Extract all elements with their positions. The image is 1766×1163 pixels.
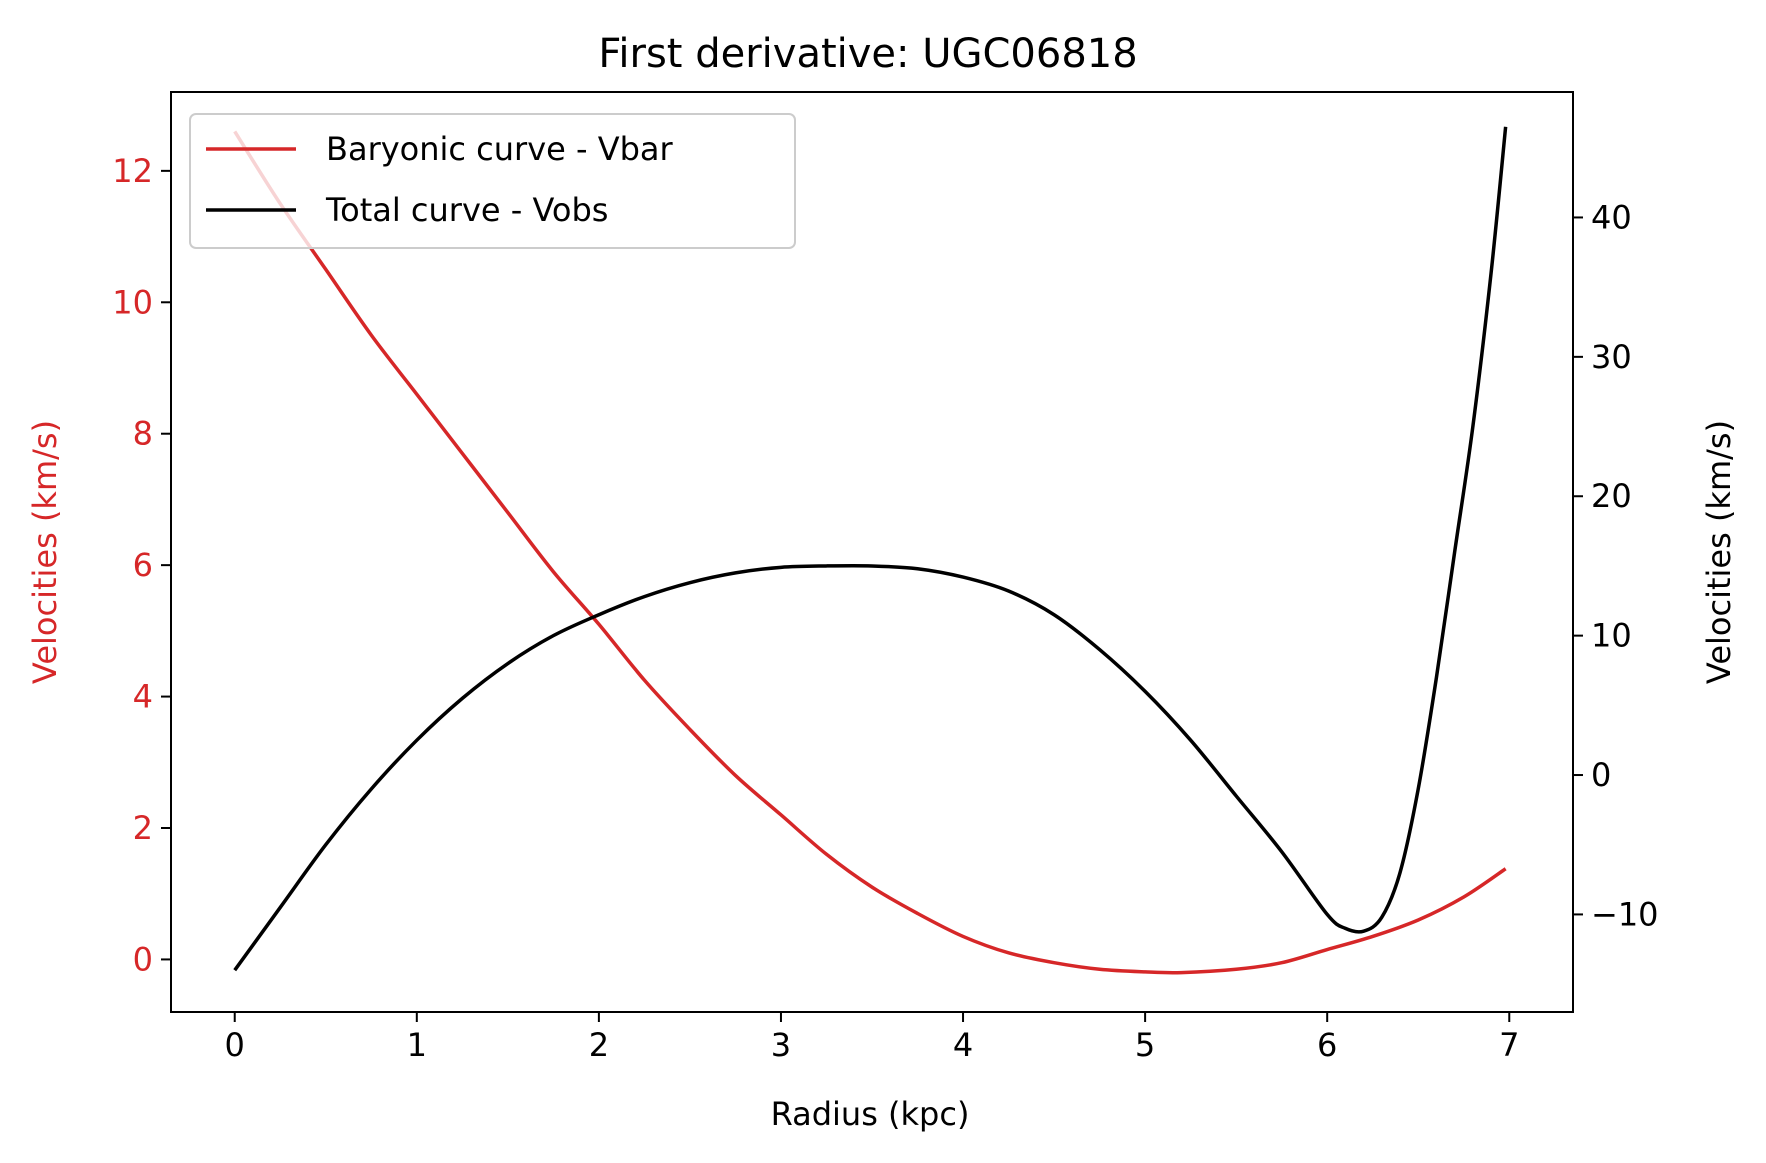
x-tick-label: 4 — [953, 1026, 973, 1064]
left-y-axis-ticks: 0 2 4 6 8 10 12 — [112, 152, 171, 978]
left-y-tick-label: 4 — [133, 678, 153, 716]
right-y-axis-label: Velocities (km/s) — [1700, 420, 1738, 684]
right-y-tick-label: 10 — [1591, 617, 1632, 655]
left-y-tick-label: 12 — [112, 152, 153, 190]
legend-label-vobs: Total curve - Vobs — [325, 191, 608, 229]
series-layer — [233, 126, 1508, 975]
left-y-tick-label: 2 — [133, 809, 153, 847]
left-y-axis-label: Velocities (km/s) — [26, 420, 64, 684]
x-tick-label: 6 — [1317, 1026, 1337, 1064]
x-tick-label: 7 — [1499, 1026, 1519, 1064]
legend-box — [189, 113, 796, 249]
left-y-tick-label: 10 — [112, 283, 153, 321]
right-y-tick-label: 20 — [1591, 477, 1632, 515]
legend-label-vbar: Baryonic curve - Vbar — [326, 130, 674, 168]
x-tick-label: 2 — [589, 1026, 609, 1064]
x-axis-ticks: 0 1 2 3 4 5 6 7 — [225, 1012, 1519, 1064]
x-tick-label: 1 — [407, 1026, 427, 1064]
right-y-tick-label: 30 — [1591, 338, 1632, 376]
right-y-tick-label: 0 — [1591, 756, 1611, 794]
x-tick-label: 5 — [1135, 1026, 1155, 1064]
series-line-vbar — [233, 130, 1507, 975]
right-y-axis-ticks: −10 0 10 20 30 40 — [1573, 198, 1659, 933]
left-y-tick-label: 0 — [133, 940, 153, 978]
right-y-tick-label: 40 — [1591, 198, 1632, 236]
left-y-tick-label: 6 — [133, 546, 153, 584]
chart-title: First derivative: UGC06818 — [598, 31, 1137, 77]
x-tick-label: 3 — [771, 1026, 791, 1064]
x-axis-label: Radius (kpc) — [771, 1095, 970, 1133]
right-y-tick-label: −10 — [1591, 895, 1659, 933]
series-line-vobs — [233, 126, 1508, 972]
legend: Baryonic curve - Vbar Total curve - Vobs — [189, 113, 796, 249]
x-tick-label: 0 — [225, 1026, 245, 1064]
axes-frame — [170, 91, 1574, 1013]
left-y-tick-label: 8 — [133, 415, 153, 453]
